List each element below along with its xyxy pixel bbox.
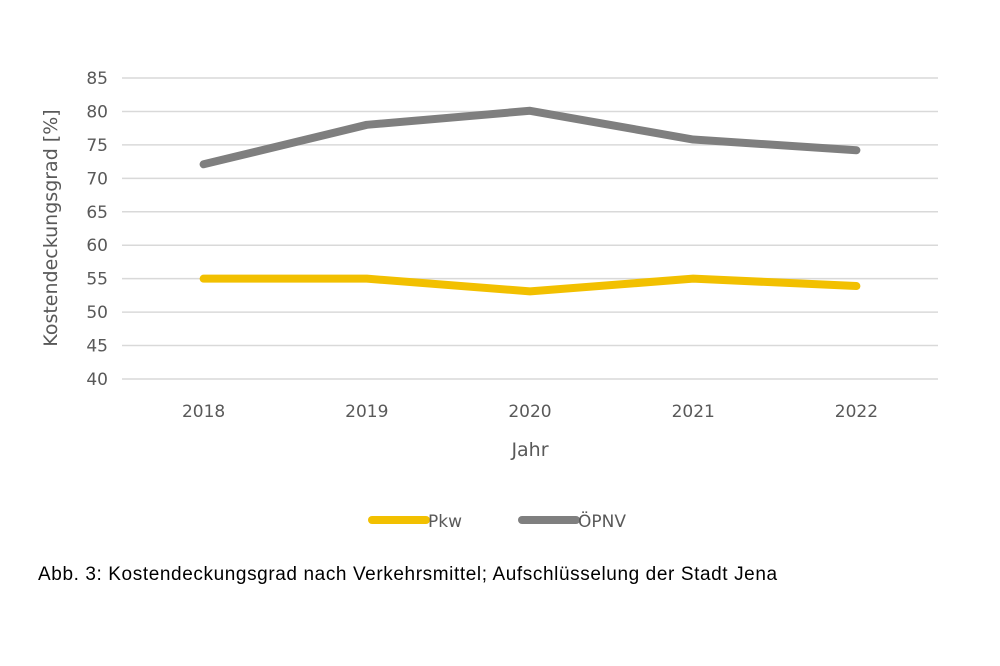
y-axis-title: Kostendeckungsgrad [%]	[40, 109, 62, 346]
x-tick-label: 2018	[182, 402, 225, 422]
y-tick-label: 60	[86, 236, 108, 256]
y-axis-ticks: 40 45 50 55 60 65 70 75 80 85	[86, 69, 108, 390]
y-tick-label: 85	[86, 69, 108, 89]
y-tick-label: 55	[86, 270, 108, 290]
y-tick-label: 70	[86, 169, 108, 189]
x-tick-label: 2022	[835, 402, 878, 422]
y-tick-label: 80	[86, 102, 108, 122]
x-tick-label: 2021	[672, 402, 715, 422]
series-lines	[199, 106, 861, 296]
x-axis-ticks: 2018 2019 2020 2021 2022	[182, 402, 878, 422]
series-line--pnv	[199, 106, 861, 169]
y-tick-label: 40	[86, 370, 108, 390]
legend: Pkw ÖPNV	[368, 510, 626, 532]
x-tick-label: 2020	[508, 402, 551, 422]
legend-label: Pkw	[428, 512, 462, 532]
y-tick-label: 45	[86, 337, 108, 357]
x-tick-label: 2019	[345, 402, 388, 422]
legend-label: ÖPNV	[578, 510, 626, 532]
x-axis-title: Jahr	[510, 439, 548, 461]
figure-caption: Abb. 3: Kostendeckungsgrad nach Verkehrs…	[38, 564, 778, 585]
y-tick-label: 65	[86, 203, 108, 223]
y-tick-label: 75	[86, 136, 108, 156]
series-line-pkw	[199, 274, 861, 296]
gridlines	[122, 77, 938, 380]
y-tick-label: 50	[86, 303, 108, 323]
